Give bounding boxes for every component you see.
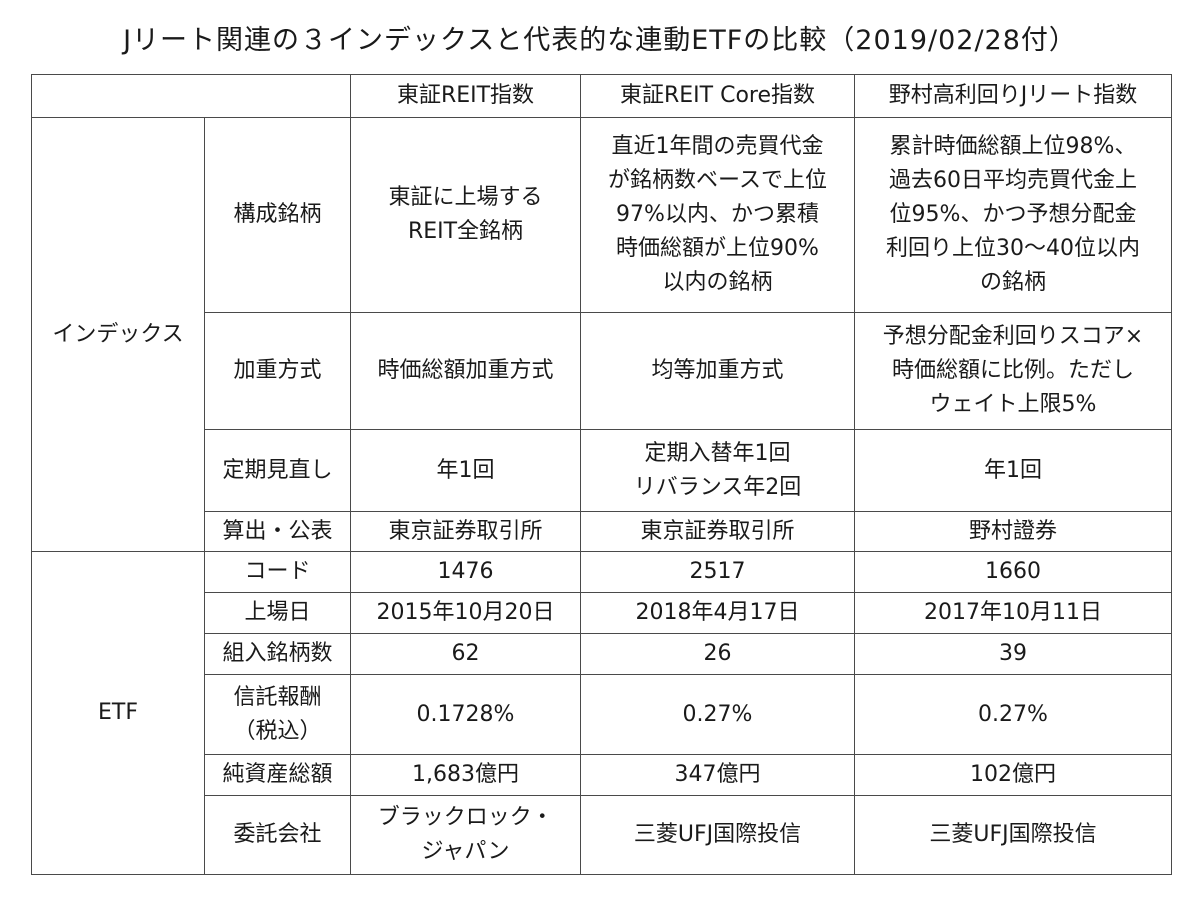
cell-review-tse-reit: 年1回 [350,429,581,512]
cell-listing-tse-reit: 2015年10月20日 [350,592,581,634]
cell-constituents-tse-reit-core: 直近1年間の売買代金 が銘柄数ベースで上位 97%以内、かつ累積 時価総額が上位… [580,117,855,313]
cell-holdings-tse-reit-core: 26 [580,633,855,675]
cell-listing-nomura: 2017年10月11日 [854,592,1172,634]
page-title: Jリート関連の３インデックスと代表的な連動ETFの比較（2019/02/28付） [123,25,1077,56]
group-etf: ETF [31,551,205,875]
cell-assets-nomura: 102億円 [854,754,1172,796]
row-label-fee: 信託報酬 （税込） [204,674,351,755]
header-tse-reit: 東証REIT指数 [350,74,581,118]
cell-assets-tse-reit-core: 347億円 [580,754,855,796]
cell-fee-nomura: 0.27% [854,674,1172,755]
table-row: インデックス 構成銘柄 東証に上場する REIT全銘柄 直近1年間の売買代金 が… [31,117,1172,552]
row-label-manager: 委託会社 [204,795,351,875]
cell-fee-tse-reit: 0.1728% [350,674,581,755]
cell-publisher-nomura: 野村證券 [854,511,1172,552]
header-row: 東証REIT指数 東証REIT Core指数 野村高利回りJリート指数 [31,74,1172,118]
table-row: 上場日 2015年10月20日 2018年4月17日 2017年10月11日 [32,592,1172,634]
cell-manager-nomura: 三菱UFJ国際投信 [854,795,1172,875]
row-label-weighting: 加重方式 [204,312,351,430]
table-row: 委託会社 ブラックロック・ ジャパン 三菱UFJ国際投信 三菱UFJ国際投信 [32,795,1172,875]
header-tse-reit-core: 東証REIT Core指数 [580,74,855,118]
cell-weighting-tse-reit-core: 均等加重方式 [580,312,855,430]
cell-constituents-nomura: 累計時価総額上位98%、 過去60日平均売買代金上 位95%、かつ予想分配金 利… [854,117,1172,313]
cell-holdings-nomura: 39 [854,633,1172,675]
table-row: 純資産総額 1,683億円 347億円 102億円 [32,754,1172,796]
cell-publisher-tse-reit-core: 東京証券取引所 [580,511,855,552]
table-row: ETF コード 1476 2517 1660 [31,551,1172,875]
corner-cell [31,74,351,118]
cell-fee-tse-reit-core: 0.27% [580,674,855,755]
cell-holdings-tse-reit: 62 [350,633,581,675]
group-index: インデックス [31,117,205,552]
comparison-table: 東証REIT指数 東証REIT Core指数 野村高利回りJリート指数 インデッ… [31,74,1172,875]
row-label-holdings: 組入銘柄数 [204,633,351,675]
row-label-review: 定期見直し [204,429,351,512]
cell-manager-tse-reit-core: 三菱UFJ国際投信 [580,795,855,875]
header-nomura-high-yield: 野村高利回りJリート指数 [854,74,1172,118]
row-label-code: コード [204,551,351,593]
cell-manager-tse-reit: ブラックロック・ ジャパン [350,795,581,875]
cell-weighting-nomura: 予想分配金利回りスコア× 時価総額に比例。ただし ウェイト上限5% [854,312,1172,430]
cell-weighting-tse-reit: 時価総額加重方式 [350,312,581,430]
cell-code-nomura: 1660 [854,551,1172,593]
cell-code-tse-reit-core: 2517 [580,551,855,593]
cell-code-tse-reit: 1476 [350,551,581,593]
row-label-listing: 上場日 [204,592,351,634]
cell-assets-tse-reit: 1,683億円 [350,754,581,796]
cell-constituents-tse-reit: 東証に上場する REIT全銘柄 [350,117,581,313]
table-row: 定期見直し 年1回 定期入替年1回 リバランス年2回 年1回 [32,429,1172,512]
cell-review-nomura: 年1回 [854,429,1172,512]
row-label-assets: 純資産総額 [204,754,351,796]
row-label-publisher: 算出・公表 [204,511,351,552]
table-row: 信託報酬 （税込） 0.1728% 0.27% 0.27% [32,674,1172,755]
cell-listing-tse-reit-core: 2018年4月17日 [580,592,855,634]
cell-publisher-tse-reit: 東京証券取引所 [350,511,581,552]
table-row: 組入銘柄数 62 26 39 [32,633,1172,675]
table-row: 算出・公表 東京証券取引所 東京証券取引所 野村證券 [32,511,1172,552]
row-label-constituents: 構成銘柄 [204,117,351,313]
cell-review-tse-reit-core: 定期入替年1回 リバランス年2回 [580,429,855,512]
